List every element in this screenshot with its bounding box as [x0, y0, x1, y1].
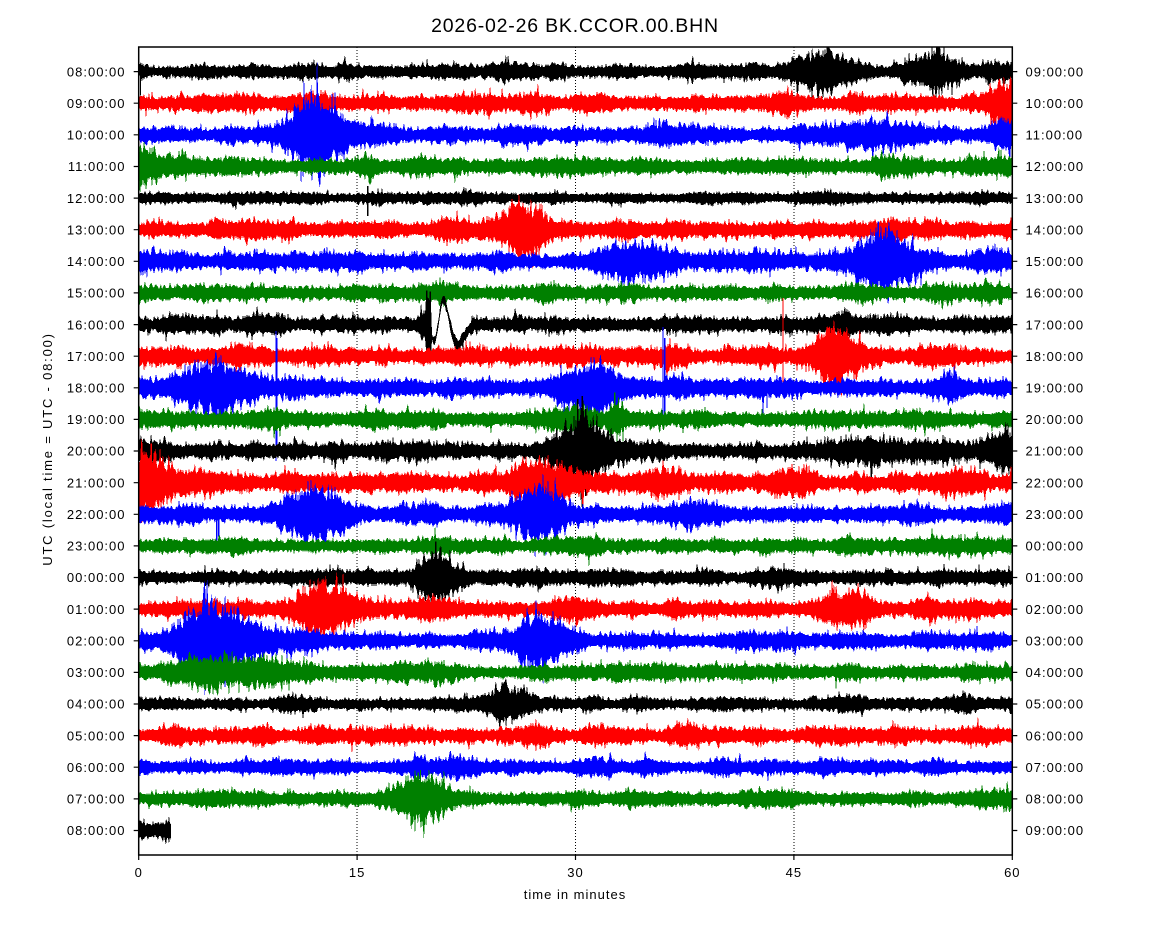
- svg-text:17:00:00: 17:00:00: [67, 349, 126, 364]
- svg-text:00:00:00: 00:00:00: [1026, 539, 1085, 554]
- svg-text:2026-02-26 BK.CCOR.00.BHN: 2026-02-26 BK.CCOR.00.BHN: [431, 15, 719, 37]
- svg-text:13:00:00: 13:00:00: [67, 222, 126, 237]
- svg-text:09:00:00: 09:00:00: [67, 96, 126, 111]
- svg-text:00:00:00: 00:00:00: [67, 570, 126, 585]
- svg-text:10:00:00: 10:00:00: [67, 128, 126, 143]
- svg-text:03:00:00: 03:00:00: [67, 665, 126, 680]
- svg-text:07:00:00: 07:00:00: [1026, 760, 1085, 775]
- svg-text:07:00:00: 07:00:00: [67, 792, 126, 807]
- svg-text:08:00:00: 08:00:00: [1026, 792, 1085, 807]
- svg-text:13:00:00: 13:00:00: [1026, 191, 1085, 206]
- svg-text:04:00:00: 04:00:00: [67, 697, 126, 712]
- svg-text:16:00:00: 16:00:00: [1026, 286, 1085, 301]
- svg-text:09:00:00: 09:00:00: [1026, 64, 1085, 79]
- svg-text:14:00:00: 14:00:00: [67, 254, 126, 269]
- svg-text:23:00:00: 23:00:00: [1026, 507, 1085, 522]
- svg-text:02:00:00: 02:00:00: [1026, 602, 1085, 617]
- svg-text:19:00:00: 19:00:00: [1026, 381, 1085, 396]
- svg-text:15: 15: [349, 865, 365, 880]
- svg-text:08:00:00: 08:00:00: [67, 823, 126, 838]
- svg-text:04:00:00: 04:00:00: [1026, 665, 1085, 680]
- svg-text:20:00:00: 20:00:00: [1026, 412, 1085, 427]
- svg-text:12:00:00: 12:00:00: [1026, 159, 1085, 174]
- svg-text:15:00:00: 15:00:00: [1026, 254, 1085, 269]
- svg-text:0: 0: [135, 865, 143, 880]
- svg-text:30: 30: [567, 865, 583, 880]
- svg-text:11:00:00: 11:00:00: [68, 159, 126, 174]
- svg-text:45: 45: [786, 865, 802, 880]
- svg-text:06:00:00: 06:00:00: [1026, 728, 1085, 743]
- svg-text:22:00:00: 22:00:00: [1026, 475, 1085, 490]
- svg-text:01:00:00: 01:00:00: [1026, 570, 1085, 585]
- svg-text:09:00:00: 09:00:00: [1026, 823, 1085, 838]
- svg-text:18:00:00: 18:00:00: [67, 381, 126, 396]
- svg-text:06:00:00: 06:00:00: [67, 760, 126, 775]
- svg-text:20:00:00: 20:00:00: [67, 444, 126, 459]
- svg-text:18:00:00: 18:00:00: [1026, 349, 1085, 364]
- svg-text:60: 60: [1004, 865, 1020, 880]
- svg-text:UTC (local time = UTC - 08:00): UTC (local time = UTC - 08:00): [40, 332, 55, 566]
- svg-text:21:00:00: 21:00:00: [1026, 444, 1085, 459]
- svg-text:15:00:00: 15:00:00: [67, 286, 126, 301]
- svg-text:03:00:00: 03:00:00: [1026, 634, 1085, 649]
- svg-text:10:00:00: 10:00:00: [1026, 96, 1085, 111]
- svg-text:17:00:00: 17:00:00: [1026, 317, 1085, 332]
- svg-text:14:00:00: 14:00:00: [1026, 222, 1085, 237]
- svg-text:11:00:00: 11:00:00: [1026, 128, 1084, 143]
- svg-text:12:00:00: 12:00:00: [67, 191, 126, 206]
- svg-text:05:00:00: 05:00:00: [67, 728, 126, 743]
- svg-text:23:00:00: 23:00:00: [67, 539, 126, 554]
- svg-text:19:00:00: 19:00:00: [67, 412, 126, 427]
- svg-text:22:00:00: 22:00:00: [67, 507, 126, 522]
- svg-text:02:00:00: 02:00:00: [67, 634, 126, 649]
- svg-text:05:00:00: 05:00:00: [1026, 697, 1085, 712]
- svg-text:01:00:00: 01:00:00: [67, 602, 126, 617]
- svg-text:21:00:00: 21:00:00: [67, 475, 126, 490]
- svg-text:time in minutes: time in minutes: [524, 887, 626, 902]
- svg-text:08:00:00: 08:00:00: [67, 64, 126, 79]
- svg-text:16:00:00: 16:00:00: [67, 317, 126, 332]
